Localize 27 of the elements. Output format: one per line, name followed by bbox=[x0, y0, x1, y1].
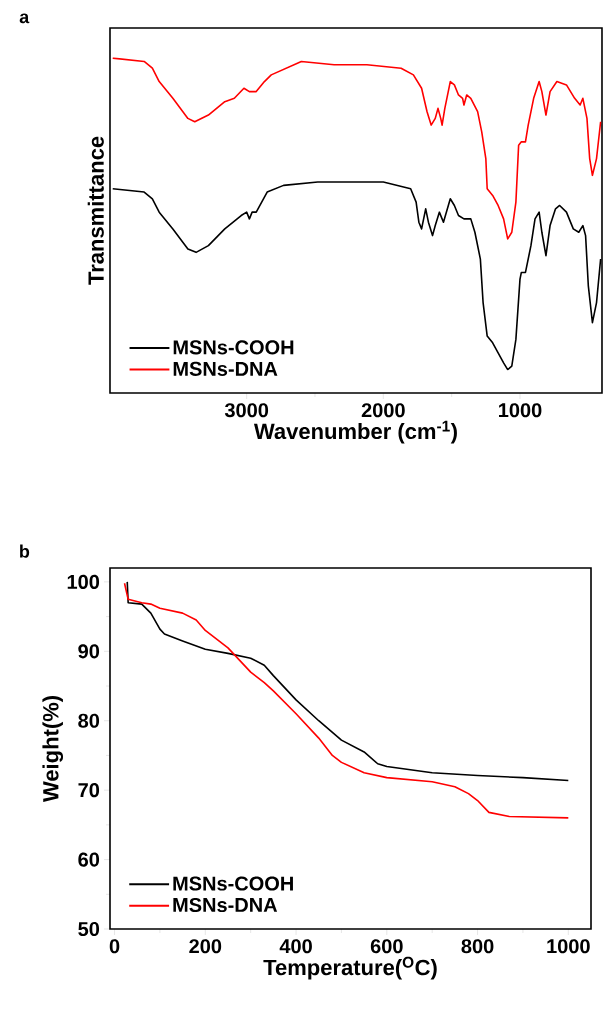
y-tick-label: 90 bbox=[78, 644, 100, 659]
y-axis-title: Weight(%) bbox=[42, 696, 64, 803]
x-tick-label: 0 bbox=[109, 939, 120, 954]
chart-title: a bbox=[19, 13, 30, 24]
x-tick-label: 600 bbox=[370, 939, 403, 954]
x-tick-label: 1000 bbox=[547, 939, 590, 954]
x-tick-label: 800 bbox=[461, 939, 494, 954]
x-axis-title: Temperature($^{O}$C) bbox=[263, 956, 437, 980]
legend-label: MSNs-COOH bbox=[173, 876, 293, 891]
legend-label: MSNs-DNA bbox=[173, 361, 278, 376]
y-tick-label: 70 bbox=[78, 783, 100, 798]
x-tick-label: 2000 bbox=[361, 403, 405, 418]
x-tick-label: 3000 bbox=[224, 403, 269, 418]
y-tick-label: 100 bbox=[67, 574, 100, 589]
x-axis-title: Wavenumber (cm$^{-1}$) bbox=[253, 420, 457, 444]
chart-title: b bbox=[20, 544, 30, 558]
y-tick-label: 60 bbox=[78, 852, 100, 867]
x-tick-label: 400 bbox=[279, 939, 312, 954]
line-series bbox=[123, 582, 570, 819]
y-tick-label: 80 bbox=[78, 713, 100, 728]
legend-label: MSNs-DNA bbox=[173, 897, 278, 913]
legend-label: MSNs-COOH bbox=[173, 340, 294, 355]
line-series bbox=[126, 581, 570, 782]
x-tick-label: 200 bbox=[189, 939, 222, 954]
x-tick-label: 1000 bbox=[499, 403, 542, 418]
y-tick-label: 50 bbox=[78, 921, 100, 937]
y-axis-title: Transmittance bbox=[87, 136, 104, 285]
